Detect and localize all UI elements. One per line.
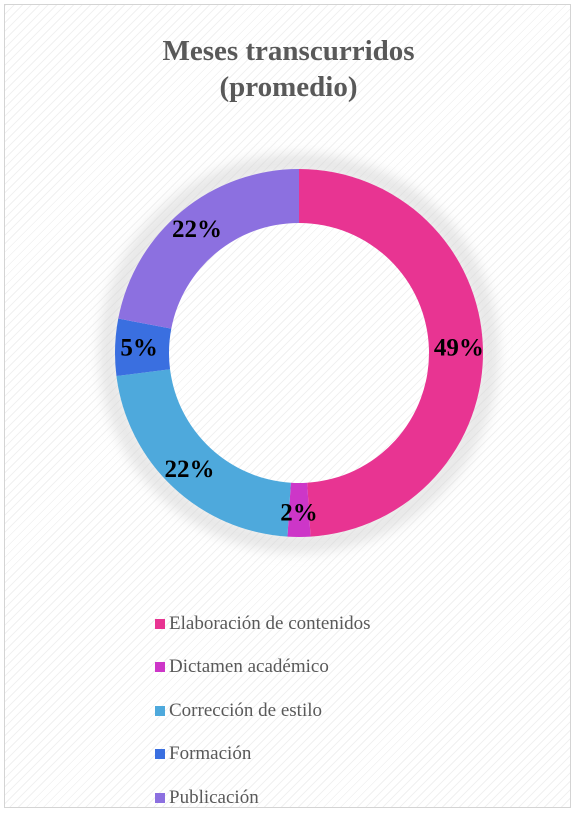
slice-correccion-de-estilo	[116, 369, 291, 537]
slice-elaboracion-de-contenidos	[299, 169, 483, 537]
legend-label: Corrección de estilo	[169, 699, 323, 721]
legend-label: Publicación	[169, 786, 259, 808]
legend-label: Dictamen académico	[169, 656, 329, 678]
data-label-correccion-de-estilo: 22%	[164, 456, 214, 483]
legend-item-formacion: Formación	[155, 733, 371, 777]
chart-title-line-1: Meses transcurridos	[162, 35, 415, 67]
data-label-elaboracion-de-contenidos: 49%	[434, 334, 484, 361]
chart-area: Meses transcurridos (promedio) 49% 2% 22% 5…	[4, 4, 571, 808]
legend-label: Formación	[169, 743, 252, 765]
legend: Elaboración de contenidos Dictamen acadé…	[155, 602, 371, 820]
legend-item-dictamen: Dictamen académico	[155, 646, 371, 690]
donut-slices	[114, 169, 483, 537]
donut-data-labels: 49% 2% 22% 5% 22%	[120, 216, 484, 526]
legend-swatch	[155, 662, 165, 673]
legend-swatch	[155, 749, 165, 760]
chart-title: Meses transcurridos (promedio)	[5, 33, 572, 105]
data-label-publicacion: 22%	[172, 216, 222, 243]
slice-formacion	[114, 318, 172, 377]
legend-swatch	[155, 792, 165, 803]
legend-item-elaboracion: Elaboración de contenidos	[155, 602, 371, 646]
legend-swatch	[155, 705, 165, 716]
legend-item-correccion: Corrección de estilo	[155, 689, 371, 733]
legend-swatch	[155, 618, 165, 629]
legend-item-publicacion: Publicación	[155, 776, 371, 820]
chart-title-line-2: (promedio)	[219, 71, 358, 103]
data-label-formacion: 5%	[120, 334, 158, 361]
data-label-dictamen-academico: 2%	[280, 500, 318, 527]
slice-dictamen-academico	[287, 482, 311, 537]
donut-chart: 49% 2% 22% 5% 22%	[99, 153, 499, 553]
slice-publicacion	[118, 169, 299, 329]
legend-label: Elaboración de contenidos	[169, 612, 371, 634]
donut-shadow	[99, 153, 499, 553]
